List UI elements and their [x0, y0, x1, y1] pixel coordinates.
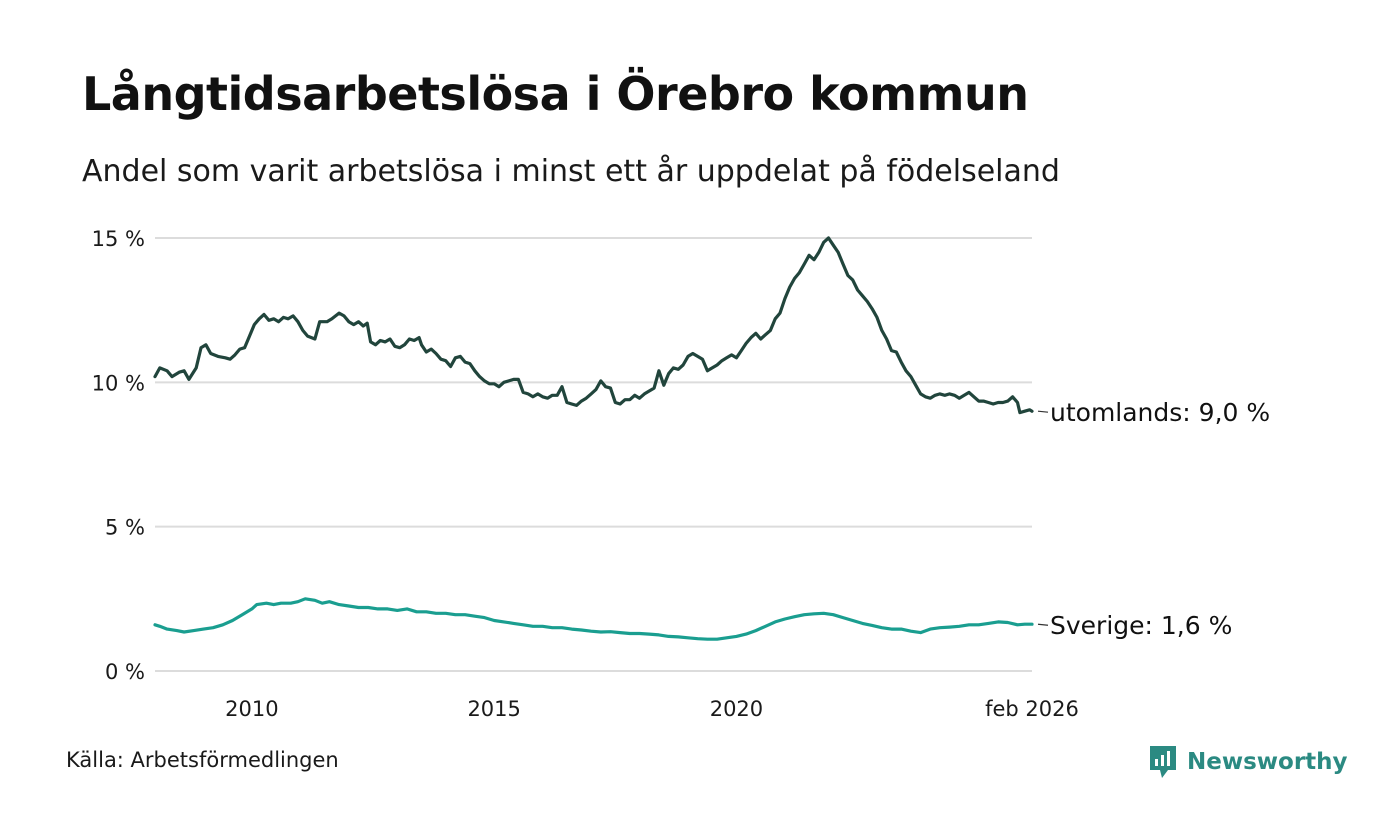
- series-labels: utomlands: 9,0 % Sverige: 1,6 %: [1037, 398, 1270, 640]
- brand-logo: Newsworthy: [1148, 744, 1348, 780]
- x-axis-labels: 2010 2015 2020 feb 2026: [225, 697, 1079, 721]
- series-label-sverige: Sverige: 1,6 %: [1050, 611, 1232, 640]
- newsworthy-logo-icon: [1150, 746, 1176, 778]
- source-note: Källa: Arbetsförmedlingen: [66, 748, 339, 772]
- series-lines: [153, 236, 1034, 641]
- y-tick-label: 15 %: [92, 227, 145, 251]
- gridlines: [155, 237, 1032, 672]
- x-tick-label: 2010: [225, 697, 278, 721]
- x-tick-label: 2020: [710, 697, 763, 721]
- y-axis-labels: 0 % 5 % 10 % 15 %: [92, 227, 145, 684]
- chart-title: Långtidsarbetslösa i Örebro kommun: [82, 67, 1029, 121]
- series-label-leader: [1037, 623, 1049, 626]
- series-line-sverige: [153, 597, 1034, 641]
- series-line-utomlands: [153, 236, 1034, 415]
- chart-subtitle: Andel som varit arbetslösa i minst ett å…: [82, 154, 1060, 189]
- y-tick-label: 10 %: [92, 371, 145, 395]
- brand-name: Newsworthy: [1187, 749, 1348, 775]
- x-tick-label: feb 2026: [985, 697, 1079, 721]
- series-label-utomlands: utomlands: 9,0 %: [1050, 398, 1270, 427]
- series-label-leader: [1037, 410, 1049, 413]
- y-tick-label: 5 %: [105, 516, 145, 540]
- x-tick-label: 2015: [467, 697, 520, 721]
- y-tick-label: 0 %: [105, 660, 145, 684]
